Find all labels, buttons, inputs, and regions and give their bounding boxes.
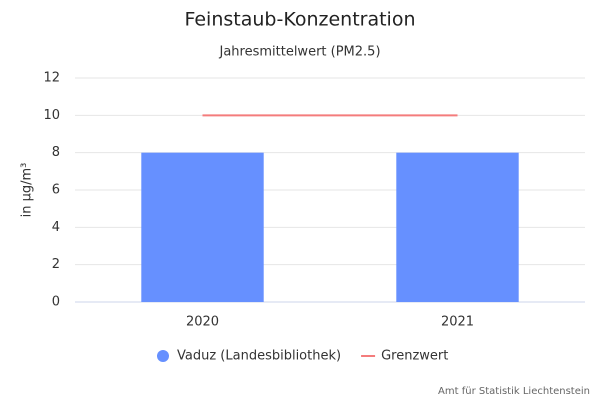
chart-subtitle: Jahresmittelwert (PM2.5) [218,45,380,60]
bar [141,152,264,302]
legend-symbol [157,350,169,362]
y-axis-label: in µg/m³ [20,163,35,218]
y-tick-label: 4 [52,220,60,235]
y-tick-label: 0 [52,295,60,310]
y-tick-label: 10 [43,108,60,123]
x-tick-label: 2020 [186,315,219,330]
y-tick-label: 12 [43,71,60,86]
credit: Amt für Statistik Liechtenstein [438,386,590,397]
x-tick-label: 2021 [441,315,474,330]
y-tick-label: 6 [52,183,60,198]
bar [396,152,519,302]
y-tick-label: 2 [52,257,60,272]
chart-title: Feinstaub-Konzentration [184,9,415,31]
y-tick-label: 8 [52,145,60,160]
legend-label[interactable]: Vaduz (Landesbibliothek) [177,349,341,364]
legend-label[interactable]: Grenzwert [381,349,448,364]
